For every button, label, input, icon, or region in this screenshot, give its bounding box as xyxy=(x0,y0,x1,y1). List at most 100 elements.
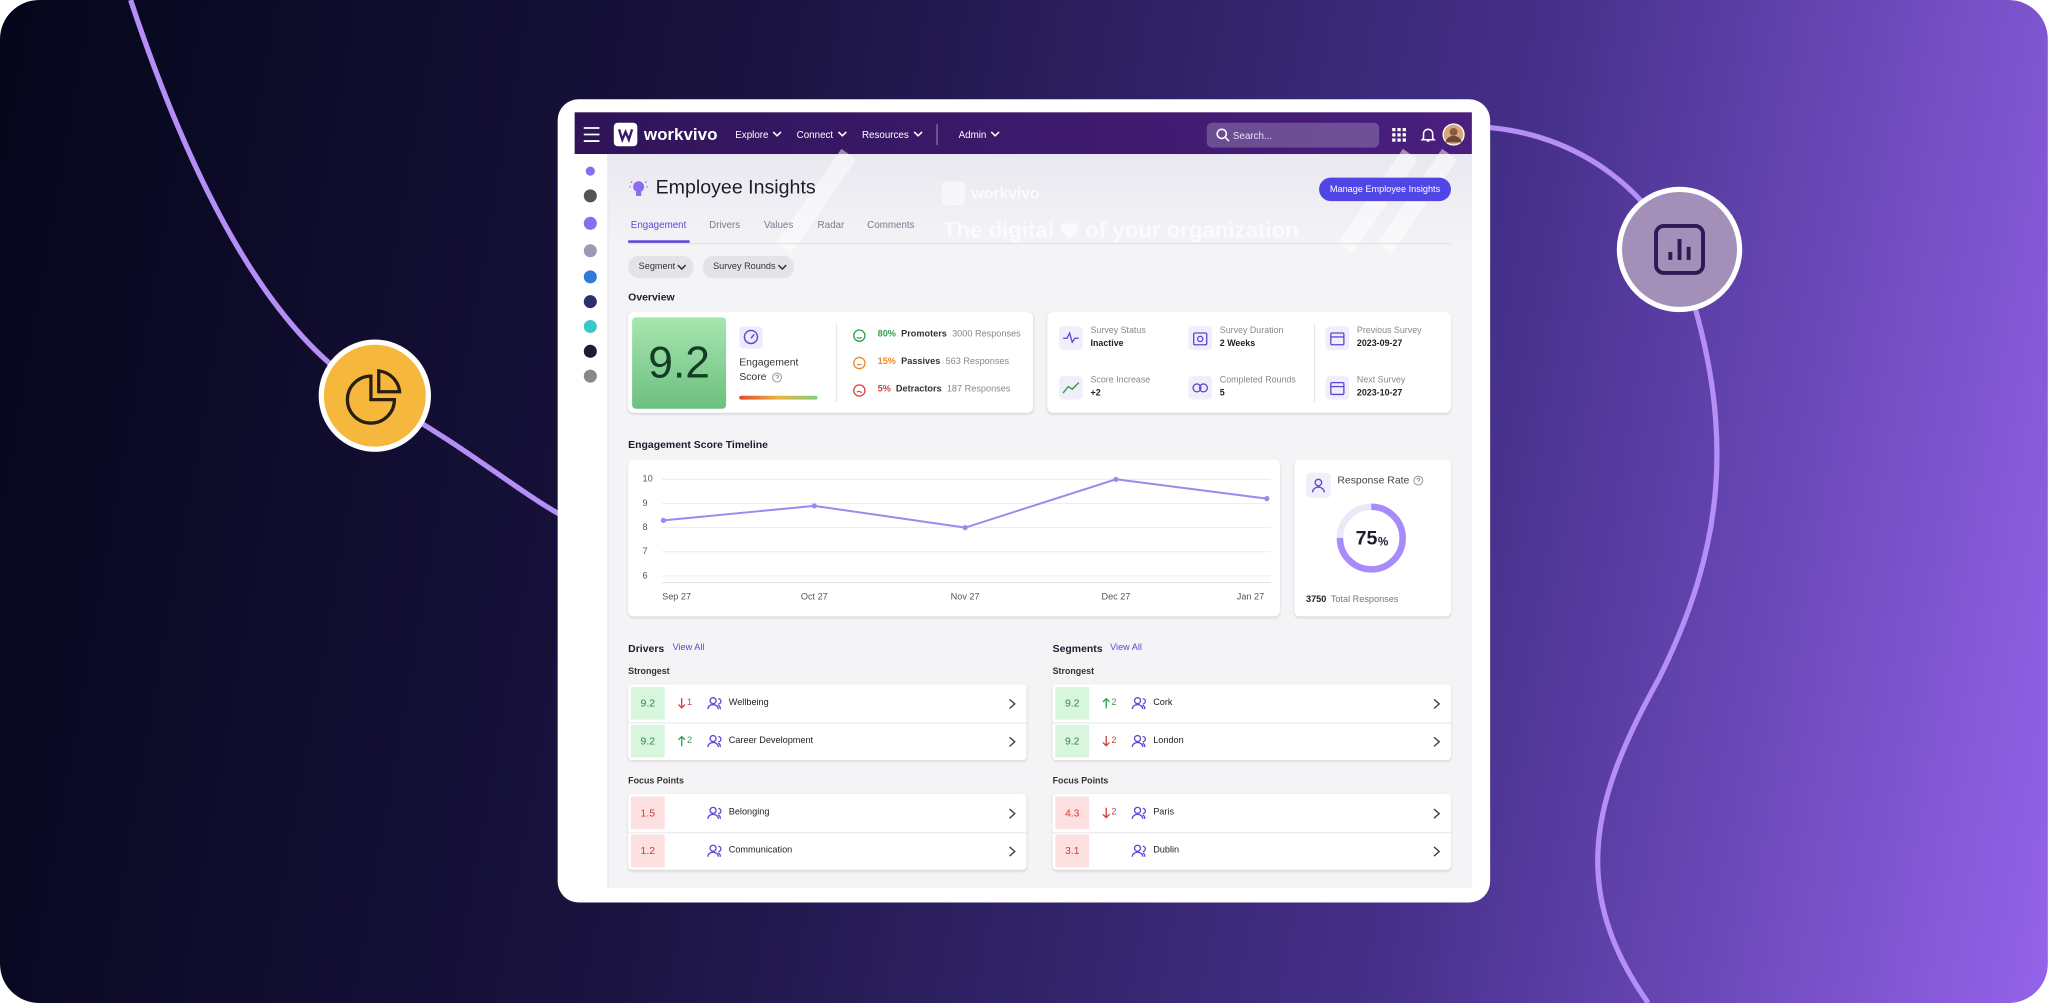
tab[interactable]: Values xyxy=(764,218,794,231)
chevron xyxy=(772,131,782,137)
change-arrow xyxy=(1102,807,1110,819)
status-value: +2 xyxy=(1090,388,1101,398)
score-chip: 9.2 xyxy=(1055,724,1090,758)
line-chart: 6 7 8 9 10 Sep 27 Oct 27 Nov 27 Dec 27 Jan 27 xyxy=(643,474,1271,601)
row-icon xyxy=(1131,844,1146,857)
row-name: Cork xyxy=(1153,698,1173,708)
score-chip: 9.2 xyxy=(1055,686,1090,720)
tab[interactable]: Radar xyxy=(817,218,845,231)
filter-label: Survey Rounds xyxy=(713,261,776,271)
row-chevron xyxy=(1433,698,1441,710)
status-value: 2 Weeks xyxy=(1219,338,1256,348)
tab[interactable]: Comments xyxy=(867,218,915,231)
banner-tagline-start: The digital xyxy=(942,217,1054,243)
y-tick-label: 10 xyxy=(643,474,653,484)
filter-label: Segment xyxy=(638,261,676,271)
row-divider xyxy=(628,722,1027,724)
list-row[interactable] xyxy=(628,832,1026,870)
manage-button[interactable]: Manage Employee Insights xyxy=(1319,177,1451,202)
status-label: Score Increase xyxy=(1090,376,1151,386)
change-value: 2 xyxy=(686,736,693,746)
row-chevron xyxy=(1433,846,1441,857)
page-title: Employee Insights xyxy=(655,176,816,199)
apps-icon xyxy=(1392,127,1406,142)
status-value: Inactive xyxy=(1090,338,1124,348)
section-title: Overview xyxy=(628,291,675,304)
row-name: Dublin xyxy=(1153,846,1180,856)
status-divider xyxy=(1313,323,1316,403)
group-label: Focus Points xyxy=(1052,776,1109,787)
row-icon xyxy=(707,697,722,710)
breakdown-responses: 187 Responses xyxy=(946,385,1011,395)
row-divider xyxy=(1052,722,1451,724)
row-icon xyxy=(707,734,722,748)
status-label: Survey Duration xyxy=(1219,326,1284,336)
search-placeholder: Search... xyxy=(1232,129,1273,142)
nav-menu-item[interactable]: Connect xyxy=(796,128,834,141)
sentiment-icon xyxy=(853,384,866,397)
status-label: Survey Status xyxy=(1090,326,1146,336)
sentiment-icon xyxy=(853,329,866,342)
status-value: 5 xyxy=(1219,388,1225,398)
change-value: 2 xyxy=(1111,736,1117,746)
status-icon xyxy=(1192,383,1209,393)
chevron xyxy=(837,131,847,137)
avatar xyxy=(1442,123,1465,146)
group-label: Focus Points xyxy=(628,776,684,787)
row-icon xyxy=(1131,697,1146,710)
change-value: 1 xyxy=(686,698,693,708)
tab[interactable]: Engagement xyxy=(630,218,687,231)
donut xyxy=(1336,503,1406,573)
view-all-link[interactable]: View All xyxy=(1110,643,1142,653)
top-nav xyxy=(574,112,1472,155)
bulb-icon xyxy=(629,181,648,196)
nav-menu-item[interactable]: Resources xyxy=(861,128,909,141)
change-value: 2 xyxy=(1111,808,1117,818)
status-label: Next Survey xyxy=(1356,376,1406,386)
score-chip: 4.3 xyxy=(1055,796,1090,830)
row-chevron xyxy=(1433,808,1441,819)
tab[interactable]: Drivers xyxy=(709,218,741,231)
row-chevron xyxy=(1009,808,1016,819)
y-tick-label: 9 xyxy=(643,498,648,508)
nav-admin[interactable]: Admin xyxy=(958,128,987,141)
row-icon xyxy=(1131,806,1146,819)
row-icon xyxy=(707,844,722,857)
sidebar-icon xyxy=(583,295,597,309)
row-name: Belonging xyxy=(728,808,770,818)
sidebar xyxy=(574,154,609,889)
data-point xyxy=(1113,476,1119,482)
group-label: Strongest xyxy=(628,667,670,677)
change-value: 2 xyxy=(1111,698,1117,708)
view-all-link[interactable]: View All xyxy=(672,643,705,653)
tab-underline xyxy=(628,240,690,243)
logo-mark xyxy=(617,128,634,144)
data-point xyxy=(1264,496,1270,502)
sidebar-icon xyxy=(585,166,595,176)
response-value: 75 xyxy=(1355,527,1378,550)
list-title: Drivers xyxy=(628,642,665,655)
data-point xyxy=(660,517,667,523)
score-gradient xyxy=(739,395,818,399)
banner-deco xyxy=(776,148,1458,254)
change-arrow xyxy=(678,735,686,747)
nav-menu-item[interactable]: Explore xyxy=(735,128,769,141)
donut-arc xyxy=(1336,503,1406,573)
row-name: London xyxy=(1153,736,1184,746)
row-chevron xyxy=(1009,736,1016,747)
search-box[interactable] xyxy=(1206,122,1380,148)
header-band xyxy=(608,154,1472,249)
list-row[interactable] xyxy=(628,794,1026,832)
filter-pill[interactable] xyxy=(702,255,795,279)
list-row[interactable] xyxy=(1053,832,1451,870)
status-icon xyxy=(1063,331,1079,344)
overview-divider xyxy=(835,323,838,403)
banner-brand: workvivo xyxy=(971,183,1040,203)
chevron xyxy=(777,264,787,271)
score-chip: 9.2 xyxy=(630,686,665,720)
chevron xyxy=(990,131,1000,137)
filter-pill[interactable] xyxy=(628,255,694,279)
sentiment-icon xyxy=(853,356,866,370)
